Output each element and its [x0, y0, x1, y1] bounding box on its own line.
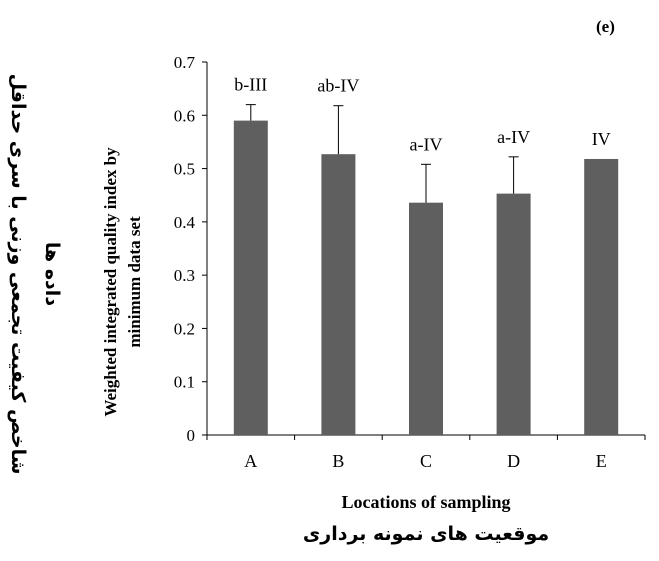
y-axis-title-line2: minimum data set: [125, 216, 144, 348]
y-ticks: 0 0.1 0.2 0.3 0.4 0.5 0.6 0.7: [174, 53, 207, 445]
x-tick-label: D: [507, 451, 520, 471]
x-axis-title: Locations of sampling: [341, 492, 510, 512]
x-axis-title-persian: موقعیت های نمونه برداری: [303, 523, 549, 545]
error-bars: [245, 104, 519, 203]
bar-A: [233, 120, 268, 435]
bar-C: [409, 202, 443, 435]
data-label-A: b-III: [234, 75, 267, 95]
data-label-C: a-IV: [410, 134, 443, 154]
y-tick-label: 0.2: [174, 319, 195, 338]
data-label-D: a-IV: [497, 127, 530, 147]
y-axis-title-persian-line1: شاخص کیفیت تجمعی وزنی با سری حداقل: [7, 74, 29, 475]
bars: [233, 120, 619, 436]
y-tick-label: 0.6: [174, 106, 195, 125]
data-label-B: ab-IV: [317, 76, 359, 96]
y-tick-label: 0.7: [174, 53, 196, 72]
x-tick-label: C: [420, 451, 432, 471]
y-axis-title-line1: Weighted integrated quality index by: [101, 147, 120, 417]
panel-label: (e): [596, 17, 615, 36]
x-ticks: A B C D E: [206, 435, 646, 471]
y-tick-label: 0.1: [174, 373, 195, 392]
data-label-E: IV: [592, 129, 611, 149]
y-tick-label: 0.4: [174, 213, 196, 232]
bar-B: [321, 154, 356, 436]
y-axis-title-persian-line2: داده ها: [41, 242, 63, 306]
y-tick-label: 0: [187, 426, 196, 445]
y-tick-label: 0.5: [174, 160, 195, 179]
y-axis-title-persian: شاخص کیفیت تجمعی وزنی با سری حداقل داده …: [7, 74, 63, 475]
bar-D: [496, 193, 531, 435]
y-tick-label: 0.3: [174, 266, 195, 285]
y-axis-title: Weighted integrated quality index by min…: [101, 147, 144, 417]
x-tick-label: B: [332, 451, 344, 471]
x-tick-label: A: [244, 451, 257, 471]
x-tick-label: E: [596, 451, 607, 471]
bar-E: [584, 158, 619, 436]
data-labels: b-III ab-IV a-IV a-IV IV: [234, 75, 610, 155]
